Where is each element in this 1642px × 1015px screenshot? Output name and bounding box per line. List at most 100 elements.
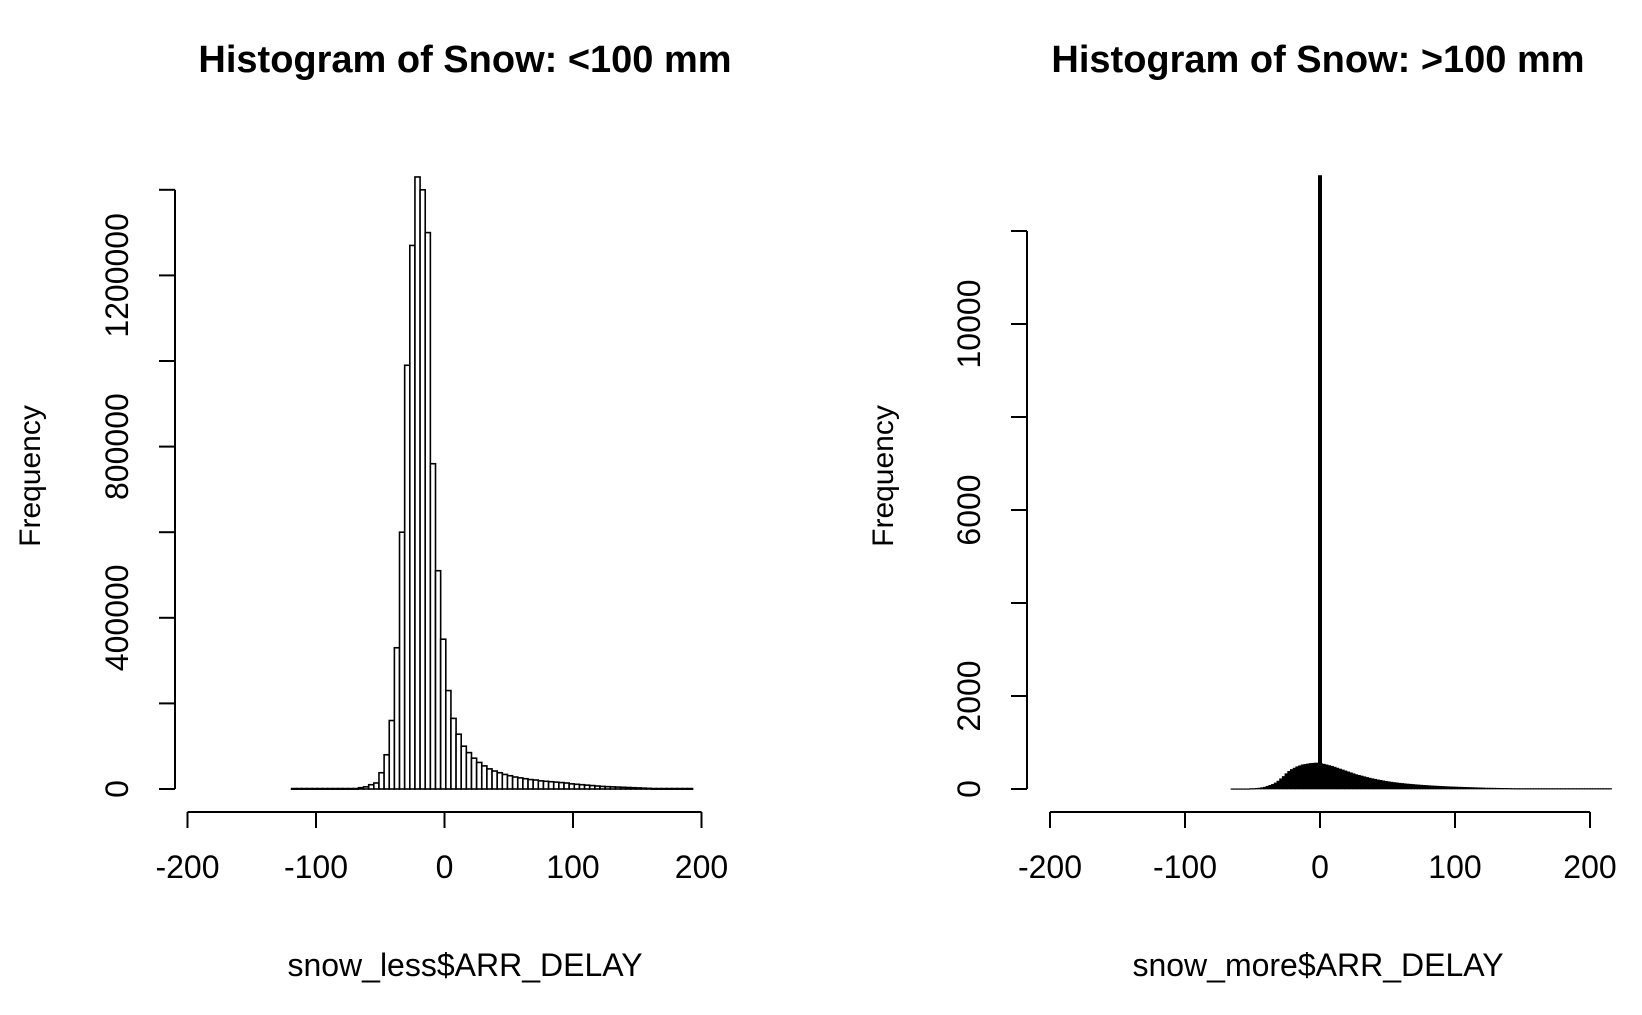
histogram-bar: [1354, 774, 1359, 790]
histogram-bar: [1263, 786, 1267, 790]
histogram-bar: [1587, 788, 1591, 790]
histogram-bar: [1557, 788, 1561, 790]
histogram-bar: [1530, 788, 1534, 790]
x-axis-label: snow_more$ARR_DELAY: [1132, 947, 1503, 983]
histogram-bar: [1551, 788, 1556, 790]
histogram-bar: [1492, 787, 1496, 790]
histogram-bar: [1395, 782, 1399, 790]
histogram-bar: [1230, 788, 1234, 790]
histogram-bar: [1578, 788, 1583, 790]
histogram-bar: [1406, 783, 1410, 790]
histogram-bar: [1435, 785, 1440, 790]
histogram-bar: [1573, 788, 1577, 790]
histogram-bar: [1249, 788, 1253, 790]
histogram-bar: [1308, 763, 1313, 790]
histogram-bar: [1376, 779, 1380, 790]
histogram-bar: [1522, 788, 1526, 790]
histogram-bar: [1357, 774, 1361, 790]
histogram-bar: [1303, 764, 1307, 790]
histogram-bar: [1519, 788, 1523, 790]
histogram-bar: [1543, 788, 1548, 790]
histogram-bar: [1443, 786, 1448, 790]
histogram-bar: [1257, 787, 1261, 790]
x-tick-label: -100: [1153, 849, 1217, 885]
histogram-bar: [1252, 788, 1256, 790]
histogram-bar: [1371, 778, 1375, 790]
histogram-bar: [1538, 788, 1542, 790]
histogram-bar: [1479, 787, 1483, 790]
histogram-bar: [1554, 788, 1558, 790]
chart-title: Histogram of Snow: <100 mm: [198, 39, 731, 81]
histogram-bar: [1362, 776, 1367, 790]
x-tick-label: -200: [155, 849, 219, 885]
histogram-bar: [1260, 787, 1264, 790]
histogram-bar: [1306, 763, 1310, 790]
histogram-bar: [1349, 772, 1353, 790]
histogram-bar: [1454, 786, 1459, 790]
histogram-bar: [1568, 788, 1572, 790]
histogram-bar: [1425, 785, 1429, 790]
histogram-bar: [1581, 788, 1585, 790]
y-tick-label: 1200000: [99, 213, 135, 338]
histogram-bar: [1344, 770, 1348, 790]
histogram-bar: [1238, 788, 1243, 790]
histogram-bar: [1524, 788, 1529, 790]
histogram-bar: [1330, 765, 1334, 790]
histogram-bar: [1449, 786, 1453, 790]
histogram-bar: [1241, 788, 1245, 790]
histogram-bar: [1562, 788, 1567, 790]
histogram-bar: [1468, 787, 1472, 790]
histogram-bar: [1600, 788, 1604, 790]
x-axis-label: snow_less$ARR_DELAY: [287, 947, 642, 983]
histogram-bar: [1392, 782, 1396, 790]
histogram-bar: [1389, 781, 1394, 790]
histogram-bar: [1298, 765, 1302, 790]
x-tick-label: -200: [1018, 849, 1082, 885]
histogram-bar: [1236, 788, 1240, 790]
histogram-bar: [1273, 782, 1278, 790]
y-tick-label: 6000: [951, 474, 987, 545]
histogram-bar: [1533, 788, 1537, 790]
histogram-bar: [1281, 776, 1286, 790]
histogram-bar: [1365, 777, 1369, 790]
histogram-bar: [1314, 762, 1318, 790]
histogram-bar: [1254, 788, 1259, 790]
histogram-bar: [686, 787, 694, 790]
histogram-bar: [1427, 785, 1432, 790]
histogram-bar: [1465, 787, 1469, 790]
x-tick-label: -100: [284, 849, 348, 885]
histogram-panel-snow-more: Histogram of Snow: >100 mm snow_more$ARR…: [867, 39, 1617, 983]
x-tick-label: 100: [1428, 849, 1481, 885]
histogram-bar: [1233, 788, 1237, 790]
histogram-bar: [1265, 785, 1270, 790]
histogram-bar: [1608, 788, 1612, 790]
histogram-bar: [1292, 767, 1297, 790]
y-tick-label: 2000: [951, 660, 987, 731]
histogram-bar: [1290, 769, 1294, 790]
histogram-bar: [1460, 786, 1464, 790]
histogram-bar: [1535, 788, 1540, 790]
histogram-bar: [1414, 784, 1418, 790]
histogram-bar: [1422, 784, 1426, 790]
x-tick-label: 0: [436, 849, 454, 885]
histogram-bar: [1605, 788, 1610, 790]
histogram-bar: [1470, 787, 1475, 790]
histogram-bars: [290, 176, 694, 790]
histogram-bar: [1398, 782, 1402, 790]
histogram-bar: [1322, 763, 1326, 790]
histogram-bar: [1452, 786, 1456, 790]
histogram-bar: [1589, 788, 1594, 790]
histogram-bar: [1408, 783, 1413, 790]
histogram-bar: [1560, 788, 1564, 790]
histogram-bar: [1430, 785, 1434, 790]
histogram-bar: [1565, 788, 1569, 790]
histogram-bars: [1230, 175, 1612, 790]
y-tick-label: 0: [99, 780, 135, 798]
histogram-bar: [1506, 788, 1510, 790]
histogram-bar: [1400, 783, 1405, 790]
histogram-bar: [1373, 778, 1378, 790]
histogram-bar: [1384, 780, 1388, 790]
histogram-bar: [1295, 766, 1299, 790]
histogram-bar: [1484, 787, 1488, 790]
histogram-bar: [1246, 788, 1251, 790]
